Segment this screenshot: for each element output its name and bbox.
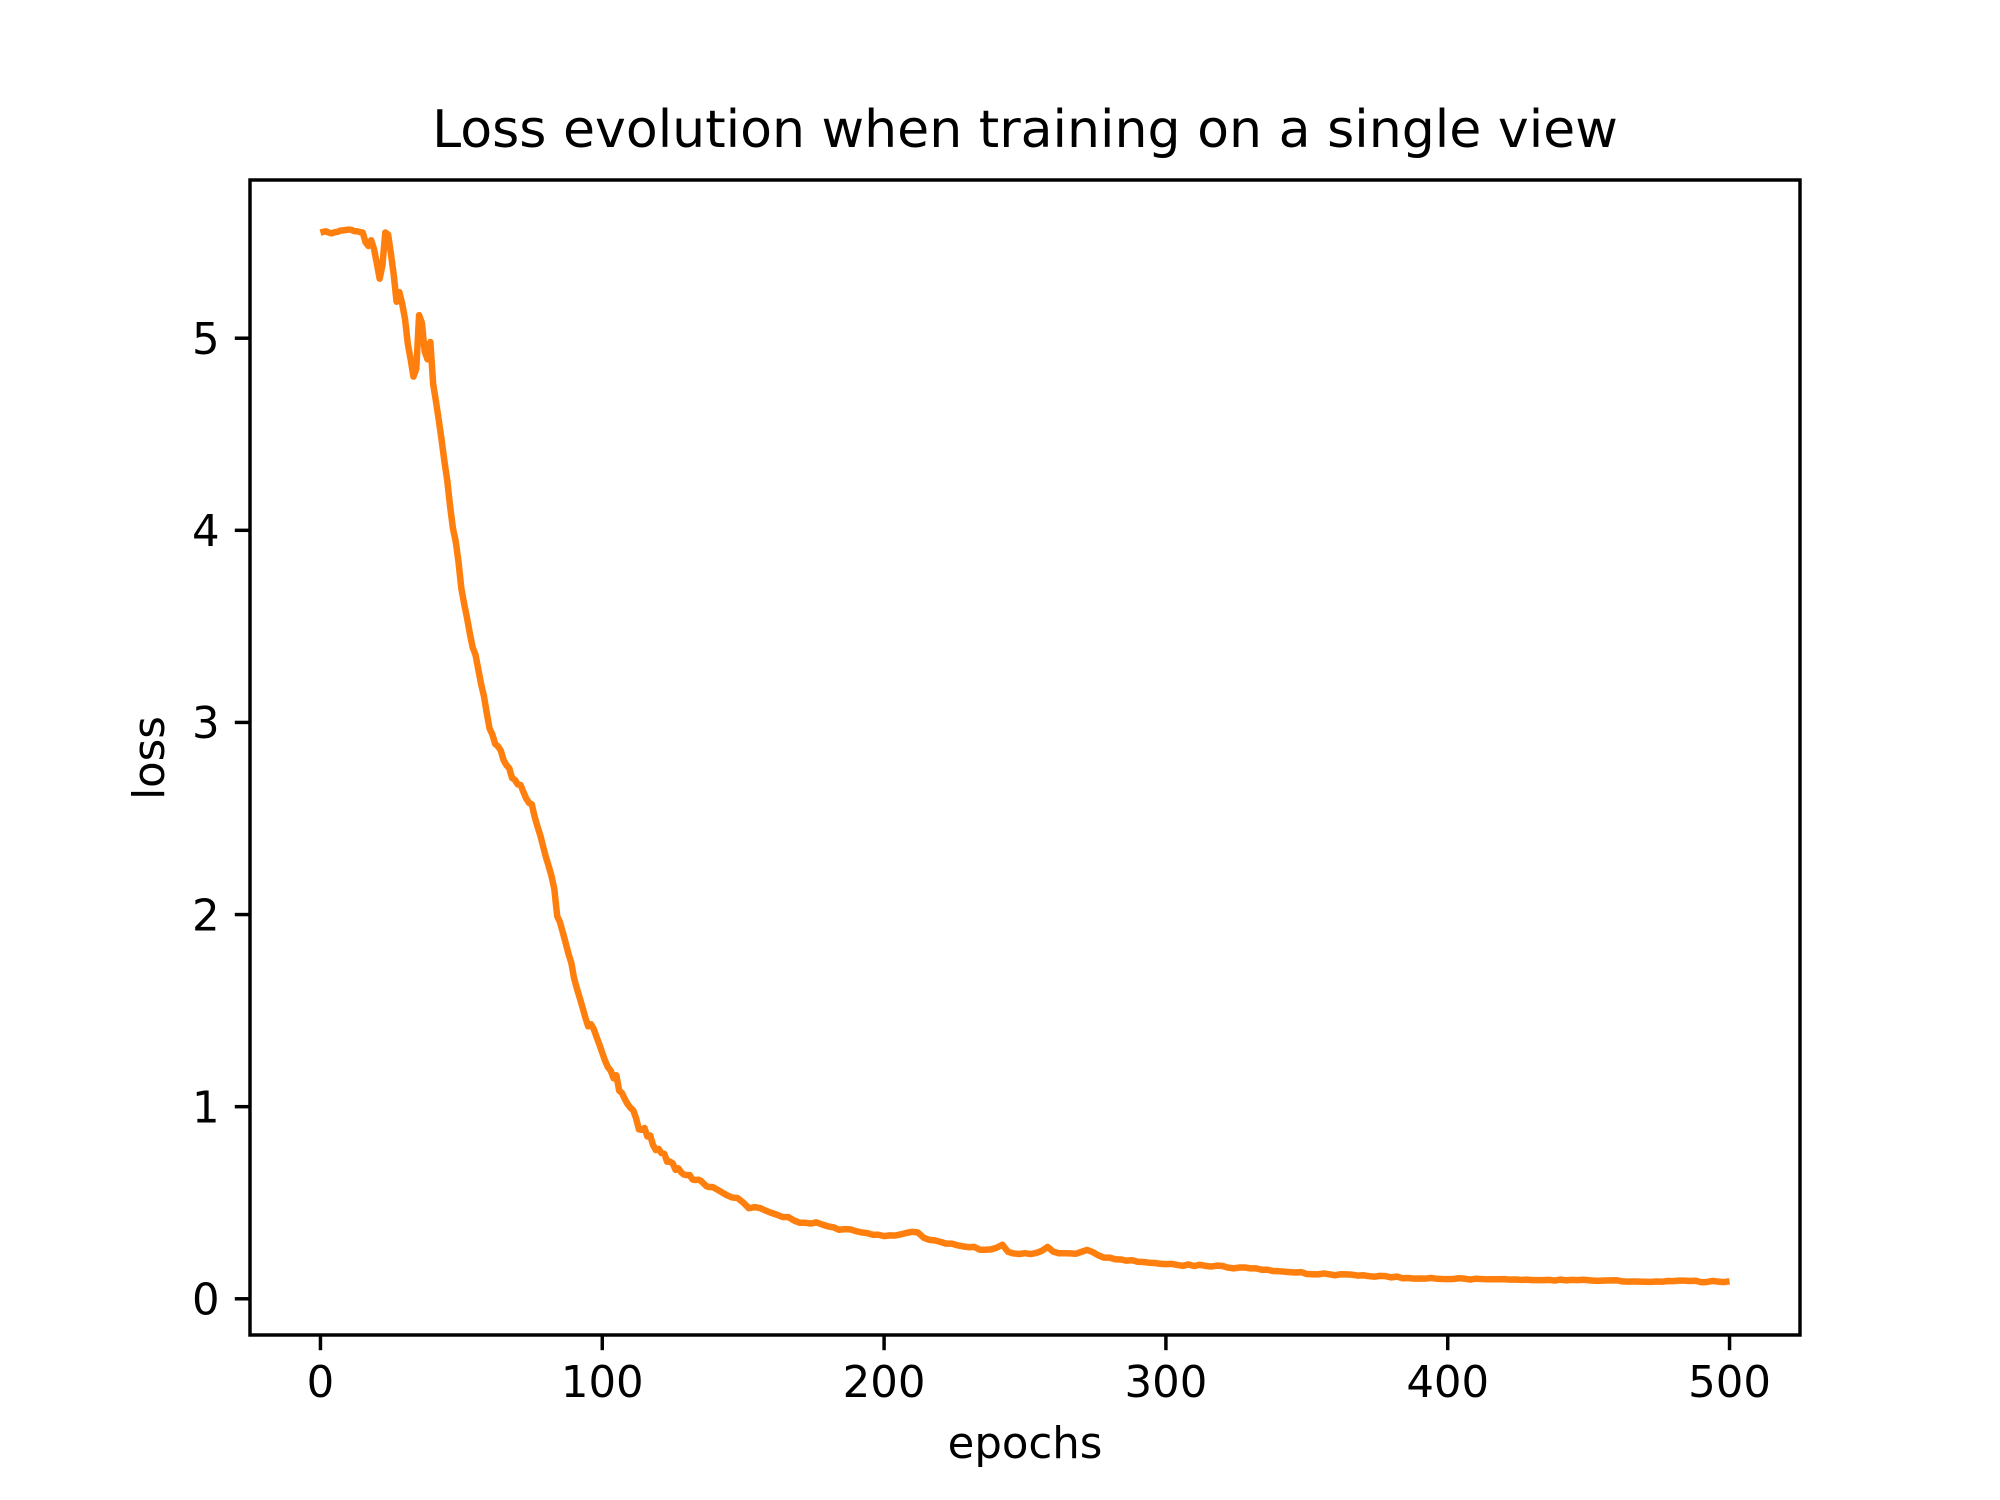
x-tick-label: 400 xyxy=(1406,1358,1489,1408)
x-tick-label: 300 xyxy=(1124,1358,1207,1408)
axis-ticks xyxy=(234,336,1732,1351)
y-tick-label: 3 xyxy=(192,699,220,749)
y-axis-label: loss xyxy=(125,716,175,800)
x-tick-label: 0 xyxy=(307,1358,335,1408)
x-tick-label: 100 xyxy=(561,1358,644,1408)
y-tick-label: 5 xyxy=(192,315,220,365)
loss-curve xyxy=(319,226,1731,1286)
y-tick-label: 1 xyxy=(192,1083,220,1133)
y-tick-label: 2 xyxy=(192,891,220,941)
chart-title: Loss evolution when training on a single… xyxy=(432,100,1618,160)
axis-tick-labels: 0 100 200 300 400 500 0 1 2 3 4 5 xyxy=(192,315,1771,1408)
y-tick-label: 4 xyxy=(192,507,220,557)
x-axis-label: epochs xyxy=(948,1419,1103,1469)
x-tick-label: 500 xyxy=(1688,1358,1771,1408)
y-tick-label: 0 xyxy=(192,1276,220,1326)
axes-spines xyxy=(248,178,1802,1337)
plot-area xyxy=(250,180,1800,1335)
x-tick-label: 200 xyxy=(843,1358,926,1408)
